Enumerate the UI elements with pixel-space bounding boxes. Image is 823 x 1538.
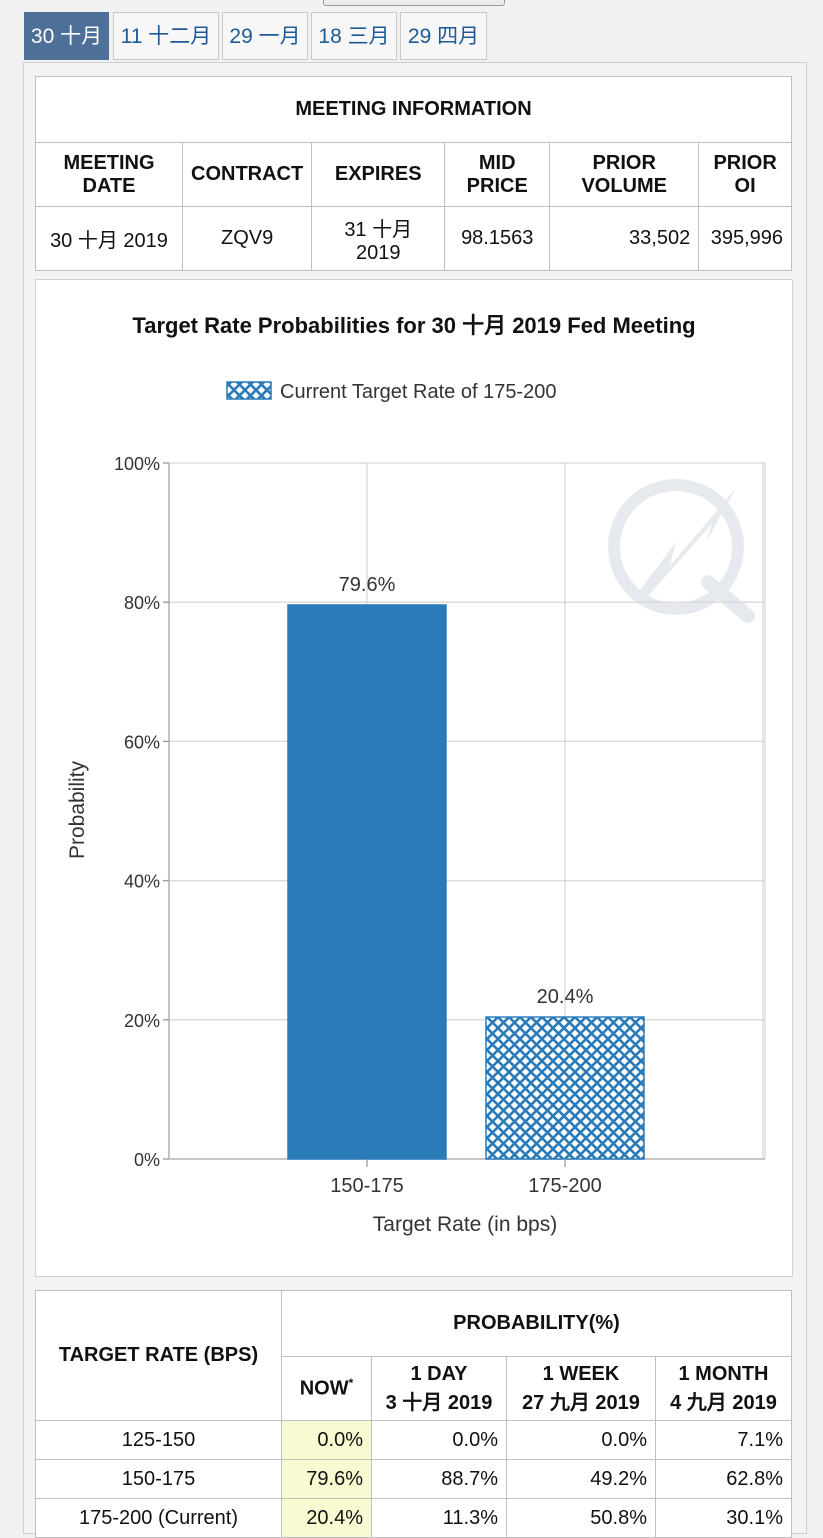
cme-watermark-logo	[608, 479, 755, 623]
col-meeting-date: MEETING DATE	[35, 142, 183, 207]
month-cell: 30.1%	[655, 1498, 792, 1538]
tab-meeting-5[interactable]: 29 四月	[400, 12, 487, 60]
contract-value: ZQV9	[181, 206, 313, 271]
chart-canvas: Target Rate Probabilities for 30 十月 2019…	[66, 313, 766, 1236]
day-cell: 0.0%	[371, 1420, 507, 1460]
target-rate-header: TARGET RATE (BPS)	[35, 1290, 282, 1421]
col-expires: EXPIRES	[311, 142, 446, 207]
bar-150-175	[287, 604, 447, 1160]
table-row: 150-175 79.6% 88.7% 49.2% 62.8%	[35, 1459, 792, 1499]
prior-oi-value: 395,996	[698, 206, 792, 271]
tab-meeting-4[interactable]: 18 三月	[311, 12, 397, 60]
tab-meeting-1[interactable]: 30 十月	[24, 12, 109, 60]
y-axis-label: Probability	[66, 760, 89, 859]
bar-value-label: 79.6%	[339, 574, 396, 596]
meeting-info-table: MEETING INFORMATION MEETING DATE CONTRACT…	[35, 76, 792, 271]
y-tick-label: 60%	[124, 732, 160, 752]
meeting-date-value: 30 十月 2019	[35, 206, 183, 271]
plot-area: 0% 20% 40% 60% 80% 100% 79.6% 150-175 20.4% 175-2…	[114, 454, 766, 1197]
y-tick-label: 20%	[124, 1011, 160, 1031]
now-cell: 20.4%	[281, 1498, 372, 1538]
tab-meeting-2[interactable]: 11 十二月	[113, 12, 219, 60]
prior-volume-value: 33,502	[549, 206, 700, 271]
col-now: NOW*	[281, 1356, 372, 1421]
col-contract: CONTRACT	[181, 142, 313, 207]
legend-swatch	[226, 381, 272, 400]
y-tick-label: 40%	[124, 872, 160, 892]
y-tick-label: 100%	[114, 454, 160, 474]
chart-title: Target Rate Probabilities for 30 十月 2019…	[132, 313, 695, 338]
week-cell: 50.8%	[506, 1498, 656, 1538]
chart-legend: Current Target Rate of 175-200	[226, 381, 556, 403]
col-1-day: 1 DAY 3 十月 2019	[371, 1356, 507, 1421]
x-tick-label: 150-175	[330, 1175, 403, 1197]
day-cell: 88.7%	[371, 1459, 507, 1499]
bar-value-label: 20.4%	[537, 986, 594, 1008]
week-cell: 49.2%	[506, 1459, 656, 1499]
x-axis-label: Target Rate (in bps)	[373, 1213, 557, 1236]
now-cell: 0.0%	[281, 1420, 372, 1460]
probability-table: TARGET RATE (BPS) PROBABILITY(%) NOW* 1 …	[35, 1290, 792, 1538]
legend-label: Current Target Rate of 175-200	[280, 381, 556, 403]
probability-header: PROBABILITY(%)	[281, 1290, 792, 1357]
month-cell: 7.1%	[655, 1420, 792, 1460]
y-tick-label: 80%	[124, 593, 160, 613]
table-row: 175-200 (Current) 20.4% 11.3% 50.8% 30.1…	[35, 1498, 792, 1538]
now-cell: 79.6%	[281, 1459, 372, 1499]
day-cell: 11.3%	[371, 1498, 507, 1538]
table-row: 125-150 0.0% 0.0% 0.0% 7.1%	[35, 1420, 792, 1460]
probability-chart: Target Rate Probabilities for 30 十月 2019…	[35, 279, 793, 1277]
week-cell: 0.0%	[506, 1420, 656, 1460]
mid-price-value: 98.1563	[444, 206, 551, 271]
col-prior-volume: PRIOR VOLUME	[549, 142, 700, 207]
tab-meeting-3[interactable]: 29 一月	[222, 12, 308, 60]
rate-cell: 125-150	[35, 1420, 282, 1460]
meeting-info-title: MEETING INFORMATION	[35, 76, 792, 143]
bar-175-200	[485, 1016, 645, 1160]
x-tick-label: 175-200	[528, 1175, 601, 1197]
col-mid-price: MID PRICE	[444, 142, 551, 207]
rate-cell: 150-175	[35, 1459, 282, 1499]
rate-cell: 175-200 (Current)	[35, 1498, 282, 1538]
col-1-week: 1 WEEK 27 九月 2019	[506, 1356, 656, 1421]
expires-value: 31 十月 2019	[311, 206, 446, 271]
month-cell: 62.8%	[655, 1459, 792, 1499]
col-1-month: 1 MONTH 4 九月 2019	[655, 1356, 792, 1421]
y-tick-label: 0%	[134, 1150, 160, 1170]
table-row: 30 十月 2019 ZQV9 31 十月 2019 98.1563 33,502…	[35, 206, 792, 271]
col-prior-oi: PRIOR OI	[698, 142, 792, 207]
scroll-grip[interactable]	[323, 0, 505, 6]
